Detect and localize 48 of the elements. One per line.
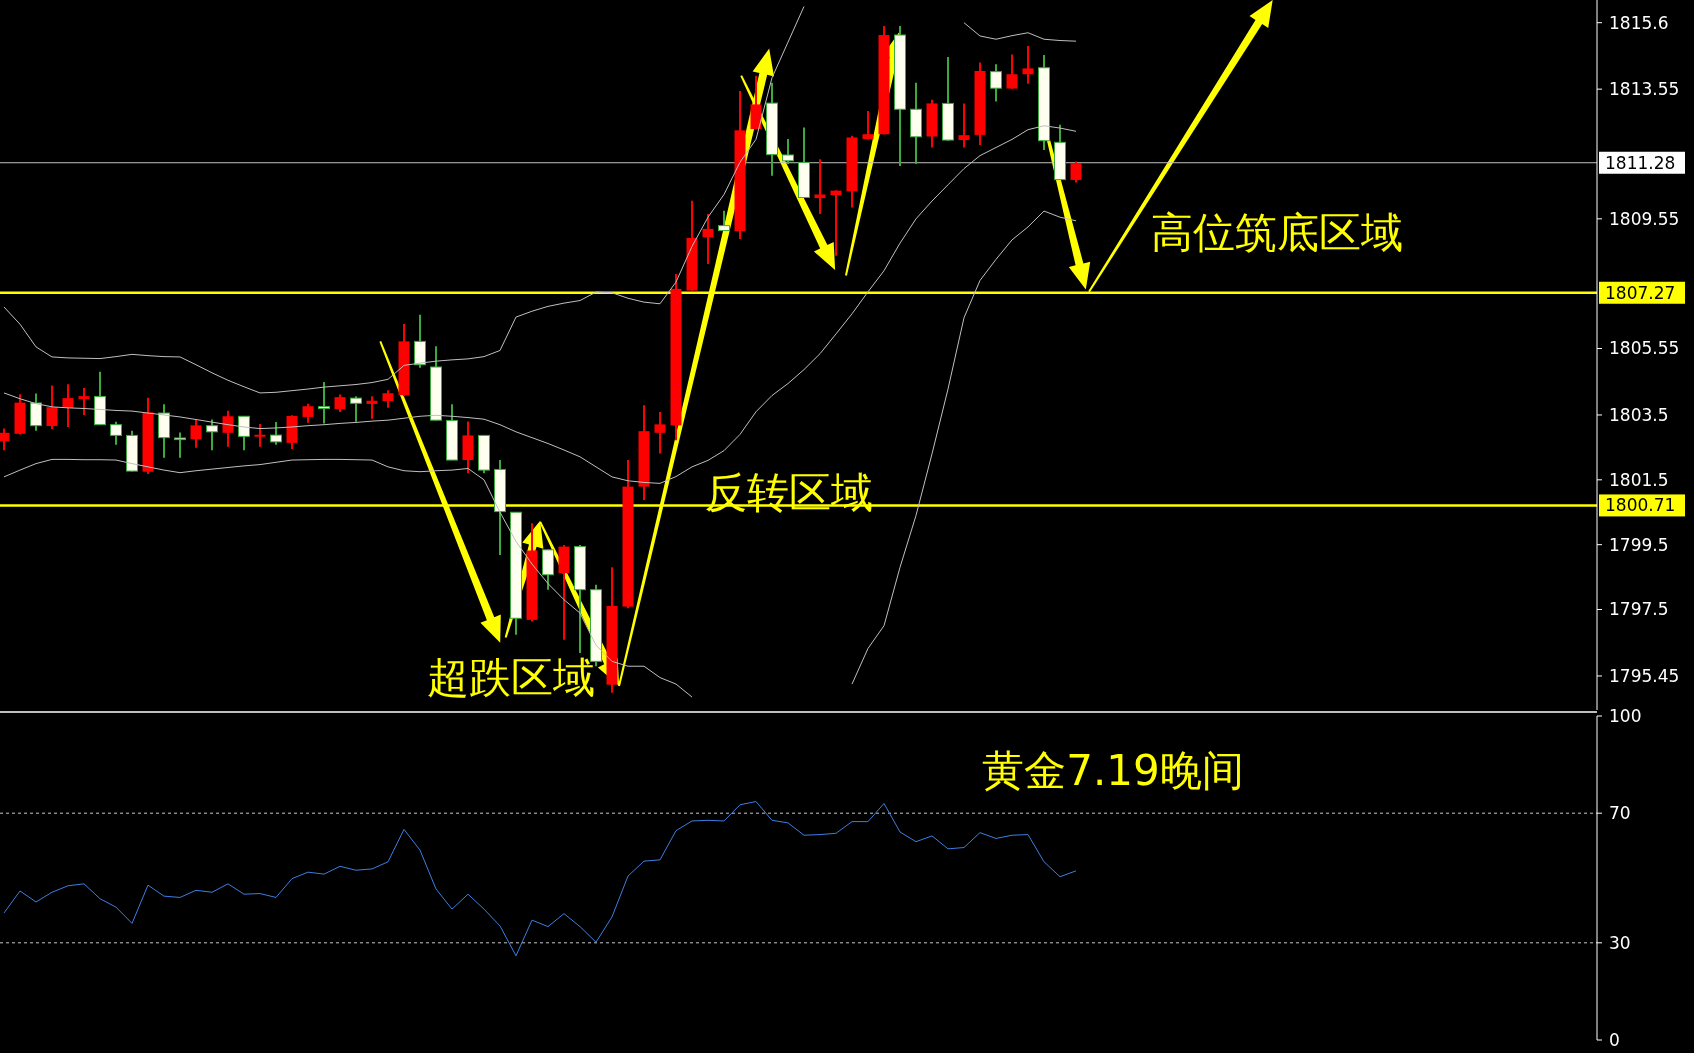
y-tick-label: 1801.5	[1609, 469, 1669, 490]
candlestick	[206, 418, 218, 452]
candlestick	[30, 392, 42, 432]
candlestick	[366, 395, 378, 420]
candlestick	[78, 387, 90, 416]
candlestick	[654, 411, 666, 455]
candlestick	[1070, 160, 1082, 184]
candlestick	[62, 383, 74, 428]
candlestick	[254, 423, 266, 448]
candlestick	[990, 63, 1002, 103]
candlestick	[1006, 53, 1018, 90]
y-tick-label: 1809.55	[1609, 208, 1680, 229]
y-tick-label: 1797.5	[1609, 599, 1669, 620]
y-tick-label: 1815.6	[1609, 12, 1669, 33]
y-tick-label: 1799.5	[1609, 534, 1669, 555]
line-series	[3, 801, 1077, 957]
annotation: 超跌区域	[427, 652, 595, 702]
candlestick	[958, 102, 970, 149]
y-tick-label: 1805.55	[1609, 338, 1680, 359]
ref-line-label: 1811.28	[1605, 152, 1676, 173]
candlestick	[46, 384, 58, 430]
candlestick	[0, 427, 10, 452]
candlestick	[702, 212, 714, 265]
y-tick-label: 70	[1609, 803, 1631, 824]
candlestick	[350, 395, 362, 423]
candlestick	[110, 420, 122, 446]
candlestick	[718, 209, 730, 232]
candlestick	[270, 421, 282, 446]
y-tick-label: 100	[1609, 705, 1642, 726]
y-tick-label: 30	[1609, 932, 1631, 953]
ref-line-label: 1807.27	[1605, 282, 1676, 303]
ref-line-label: 1800.71	[1605, 495, 1676, 516]
y-tick-label: 1813.55	[1609, 79, 1680, 100]
candlestick	[414, 313, 426, 369]
candlestick	[302, 402, 314, 424]
y-tick-label: 1795.45	[1609, 665, 1680, 686]
candlestick	[222, 409, 234, 448]
candlestick	[862, 109, 874, 141]
candlestick	[174, 431, 186, 459]
candlestick	[1022, 45, 1034, 85]
y-tick-label: 1803.5	[1609, 404, 1669, 425]
y-tick-label: 0	[1609, 1029, 1620, 1050]
text: 黄金7.19晚间	[982, 745, 1244, 795]
text: 高位筑底区域	[1151, 207, 1403, 257]
candlestick	[782, 138, 794, 166]
candlestick	[190, 418, 202, 449]
candlestick	[318, 380, 330, 425]
annotation: 反转区域	[705, 467, 873, 517]
